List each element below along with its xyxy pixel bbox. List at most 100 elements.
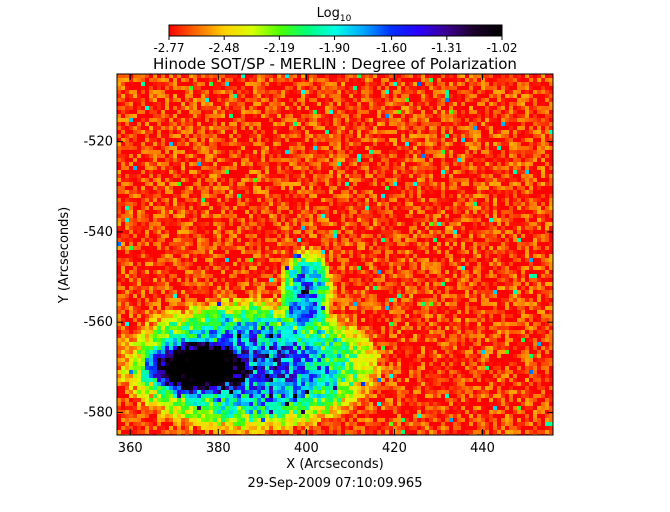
heatmap-cell <box>433 202 438 207</box>
heatmap-cell <box>249 126 254 131</box>
heatmap-cell <box>213 246 218 251</box>
heatmap-cell <box>213 110 218 115</box>
heatmap-cell <box>329 122 334 127</box>
heatmap-cell <box>305 194 310 199</box>
heatmap-cell <box>317 218 322 223</box>
heatmap-cell <box>201 74 206 79</box>
heatmap-cell <box>197 218 202 223</box>
heatmap-cell <box>129 182 134 187</box>
heatmap-cell <box>357 122 362 127</box>
heatmap-cell <box>533 150 538 155</box>
heatmap-cell <box>245 98 250 103</box>
heatmap-cell <box>157 182 162 187</box>
heatmap-cell <box>317 250 322 255</box>
heatmap-cell <box>397 222 402 227</box>
heatmap-cell <box>309 114 314 119</box>
heatmap-cell <box>441 114 446 119</box>
heatmap-cell <box>217 118 222 123</box>
heatmap-cell <box>329 214 334 219</box>
heatmap-cell <box>433 102 438 107</box>
heatmap-cell <box>169 106 174 111</box>
heatmap-cell <box>301 230 306 235</box>
heatmap-cell <box>153 98 158 103</box>
heatmap-cell <box>317 182 322 187</box>
heatmap-cell <box>233 230 238 235</box>
heatmap-cell <box>381 186 386 191</box>
heatmap-cell <box>429 218 434 223</box>
heatmap-cell <box>317 174 322 179</box>
heatmap-cell <box>481 198 486 203</box>
heatmap-cell <box>209 118 214 123</box>
heatmap-cell <box>145 238 150 243</box>
heatmap-cell <box>261 206 266 211</box>
heatmap-cell <box>201 210 206 215</box>
heatmap-cell <box>265 190 270 195</box>
heatmap-cell <box>513 158 518 163</box>
heatmap-cell <box>353 206 358 211</box>
heatmap-cell <box>373 194 378 199</box>
heatmap-cell <box>121 138 126 143</box>
heatmap-cell <box>261 214 266 219</box>
heatmap-cell <box>329 174 334 179</box>
heatmap-cell <box>325 114 330 119</box>
heatmap-cell <box>181 198 186 203</box>
heatmap-cell <box>505 166 510 171</box>
heatmap-cell <box>261 230 266 235</box>
heatmap-cell <box>185 202 190 207</box>
heatmap-cell <box>389 210 394 215</box>
heatmap-cell <box>205 126 210 131</box>
heatmap-cell <box>405 190 410 195</box>
heatmap-cell <box>345 126 350 131</box>
heatmap-cell <box>545 178 550 183</box>
heatmap-cell <box>249 170 254 175</box>
heatmap-cell <box>257 234 262 239</box>
heatmap-cell <box>297 210 302 215</box>
heatmap-cell <box>337 222 342 227</box>
heatmap-cell <box>193 238 198 243</box>
heatmap-cell <box>549 178 553 183</box>
heatmap-cell <box>145 74 150 79</box>
heatmap-cell <box>505 178 510 183</box>
heatmap-cell <box>481 242 486 247</box>
heatmap-cell <box>145 234 150 239</box>
heatmap-cell <box>237 218 242 223</box>
heatmap-cell <box>377 102 382 107</box>
heatmap-cell <box>433 126 438 131</box>
heatmap-cell <box>249 194 254 199</box>
heatmap-cell <box>465 118 470 123</box>
heatmap-cell <box>437 162 442 167</box>
heatmap-cell <box>413 94 418 99</box>
heatmap-cell <box>425 130 430 135</box>
heatmap-cell <box>353 178 358 183</box>
heatmap-cell <box>349 218 354 223</box>
heatmap-cell <box>265 210 270 215</box>
heatmap-cell <box>189 218 194 223</box>
heatmap-cell <box>133 186 138 191</box>
heatmap-cell <box>133 158 138 163</box>
heatmap-cell <box>505 118 510 123</box>
heatmap-cell <box>233 226 238 231</box>
heatmap-cell <box>169 238 174 243</box>
heatmap-cell <box>429 242 434 247</box>
heatmap-cell <box>289 186 294 191</box>
heatmap-cell <box>233 154 238 159</box>
heatmap-cell <box>517 214 522 219</box>
heatmap-cell <box>193 126 198 131</box>
heatmap-cell <box>233 130 238 135</box>
heatmap-cell <box>117 222 122 227</box>
heatmap-cell <box>205 194 210 199</box>
heatmap-cell <box>433 174 438 179</box>
heatmap-cell <box>117 122 122 127</box>
heatmap-cell <box>273 98 278 103</box>
heatmap-cell <box>225 146 230 151</box>
heatmap-cell <box>197 94 202 99</box>
heatmap-cell <box>165 94 170 99</box>
heatmap-cell <box>505 234 510 239</box>
heatmap-cell <box>257 78 262 83</box>
heatmap-cell <box>533 146 538 151</box>
heatmap-cell <box>377 226 382 231</box>
heatmap-cell <box>149 246 154 251</box>
heatmap-cell <box>261 126 266 131</box>
heatmap-cell <box>297 190 302 195</box>
heatmap-cell <box>161 106 166 111</box>
